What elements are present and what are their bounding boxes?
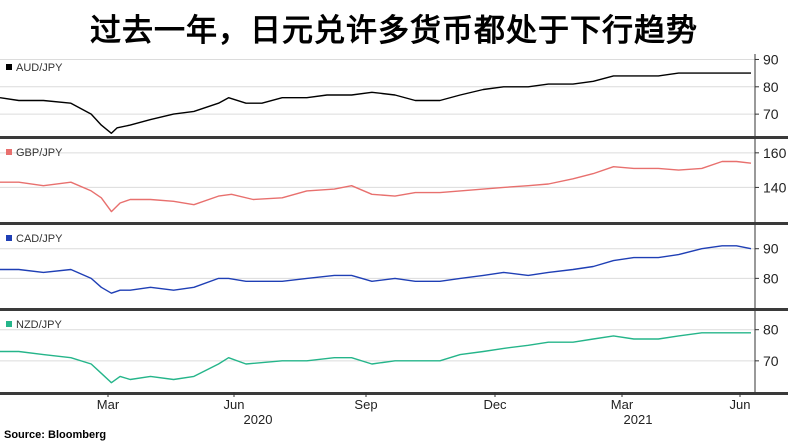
y-tick-label: 80 [763, 270, 779, 286]
panel-aud-jpy: 70 80 90 AUD/JPY [0, 51, 788, 139]
series-line-aud-jpy [0, 72, 751, 135]
panel-label: AUD/JPY [16, 62, 63, 74]
panel-separator [0, 136, 788, 139]
chart-title: 过去一年，日元兑许多货币都处于下行趋势 [90, 13, 698, 49]
panel-label: CAD/JPY [16, 233, 63, 245]
panels-layer: 70 80 90 AUD/JPY 140 160 GBP/JPY 80 90 CAD/JPY 70 8… [0, 51, 788, 395]
x-tick-label: Dec [483, 397, 507, 412]
y-tick-label: 140 [763, 179, 787, 195]
y-tick-label: 80 [763, 322, 779, 338]
x-tick-label: Mar [97, 397, 120, 412]
series-line-cad-jpy [0, 245, 752, 294]
x-tick-label: Jun [730, 397, 751, 412]
panel-separator [0, 308, 788, 311]
legend-swatch [6, 321, 12, 327]
panel-gbp-jpy: 140 160 GBP/JPY [0, 139, 788, 225]
x-tick-label: Mar [611, 397, 634, 412]
source-text: Source: Bloomberg [4, 429, 107, 441]
legend-swatch [6, 235, 12, 241]
panel-separator [0, 392, 788, 395]
x-tick-label: Sep [354, 397, 377, 412]
legend-swatch [6, 64, 12, 70]
panel-separator [0, 222, 788, 225]
panel-label: GBP/JPY [16, 147, 63, 159]
x-year-label: 2021 [624, 412, 653, 427]
panel-cad-jpy: 80 90 CAD/JPY [0, 225, 788, 311]
y-tick-label: 70 [763, 106, 779, 122]
x-year-label: 2020 [244, 412, 273, 427]
y-tick-label: 80 [763, 79, 779, 95]
x-tick-label: Jun [224, 397, 245, 412]
panel-nzd-jpy: 70 80 NZD/JPY [0, 311, 788, 395]
series-line-gbp-jpy [0, 160, 752, 213]
panel-label: NZD/JPY [16, 319, 63, 331]
y-tick-label: 160 [763, 145, 787, 161]
y-tick-label: 90 [763, 51, 779, 67]
legend-swatch [6, 149, 12, 155]
y-tick-label: 90 [763, 241, 779, 257]
series-line-nzd-jpy [0, 332, 751, 384]
y-tick-label: 70 [763, 353, 779, 369]
